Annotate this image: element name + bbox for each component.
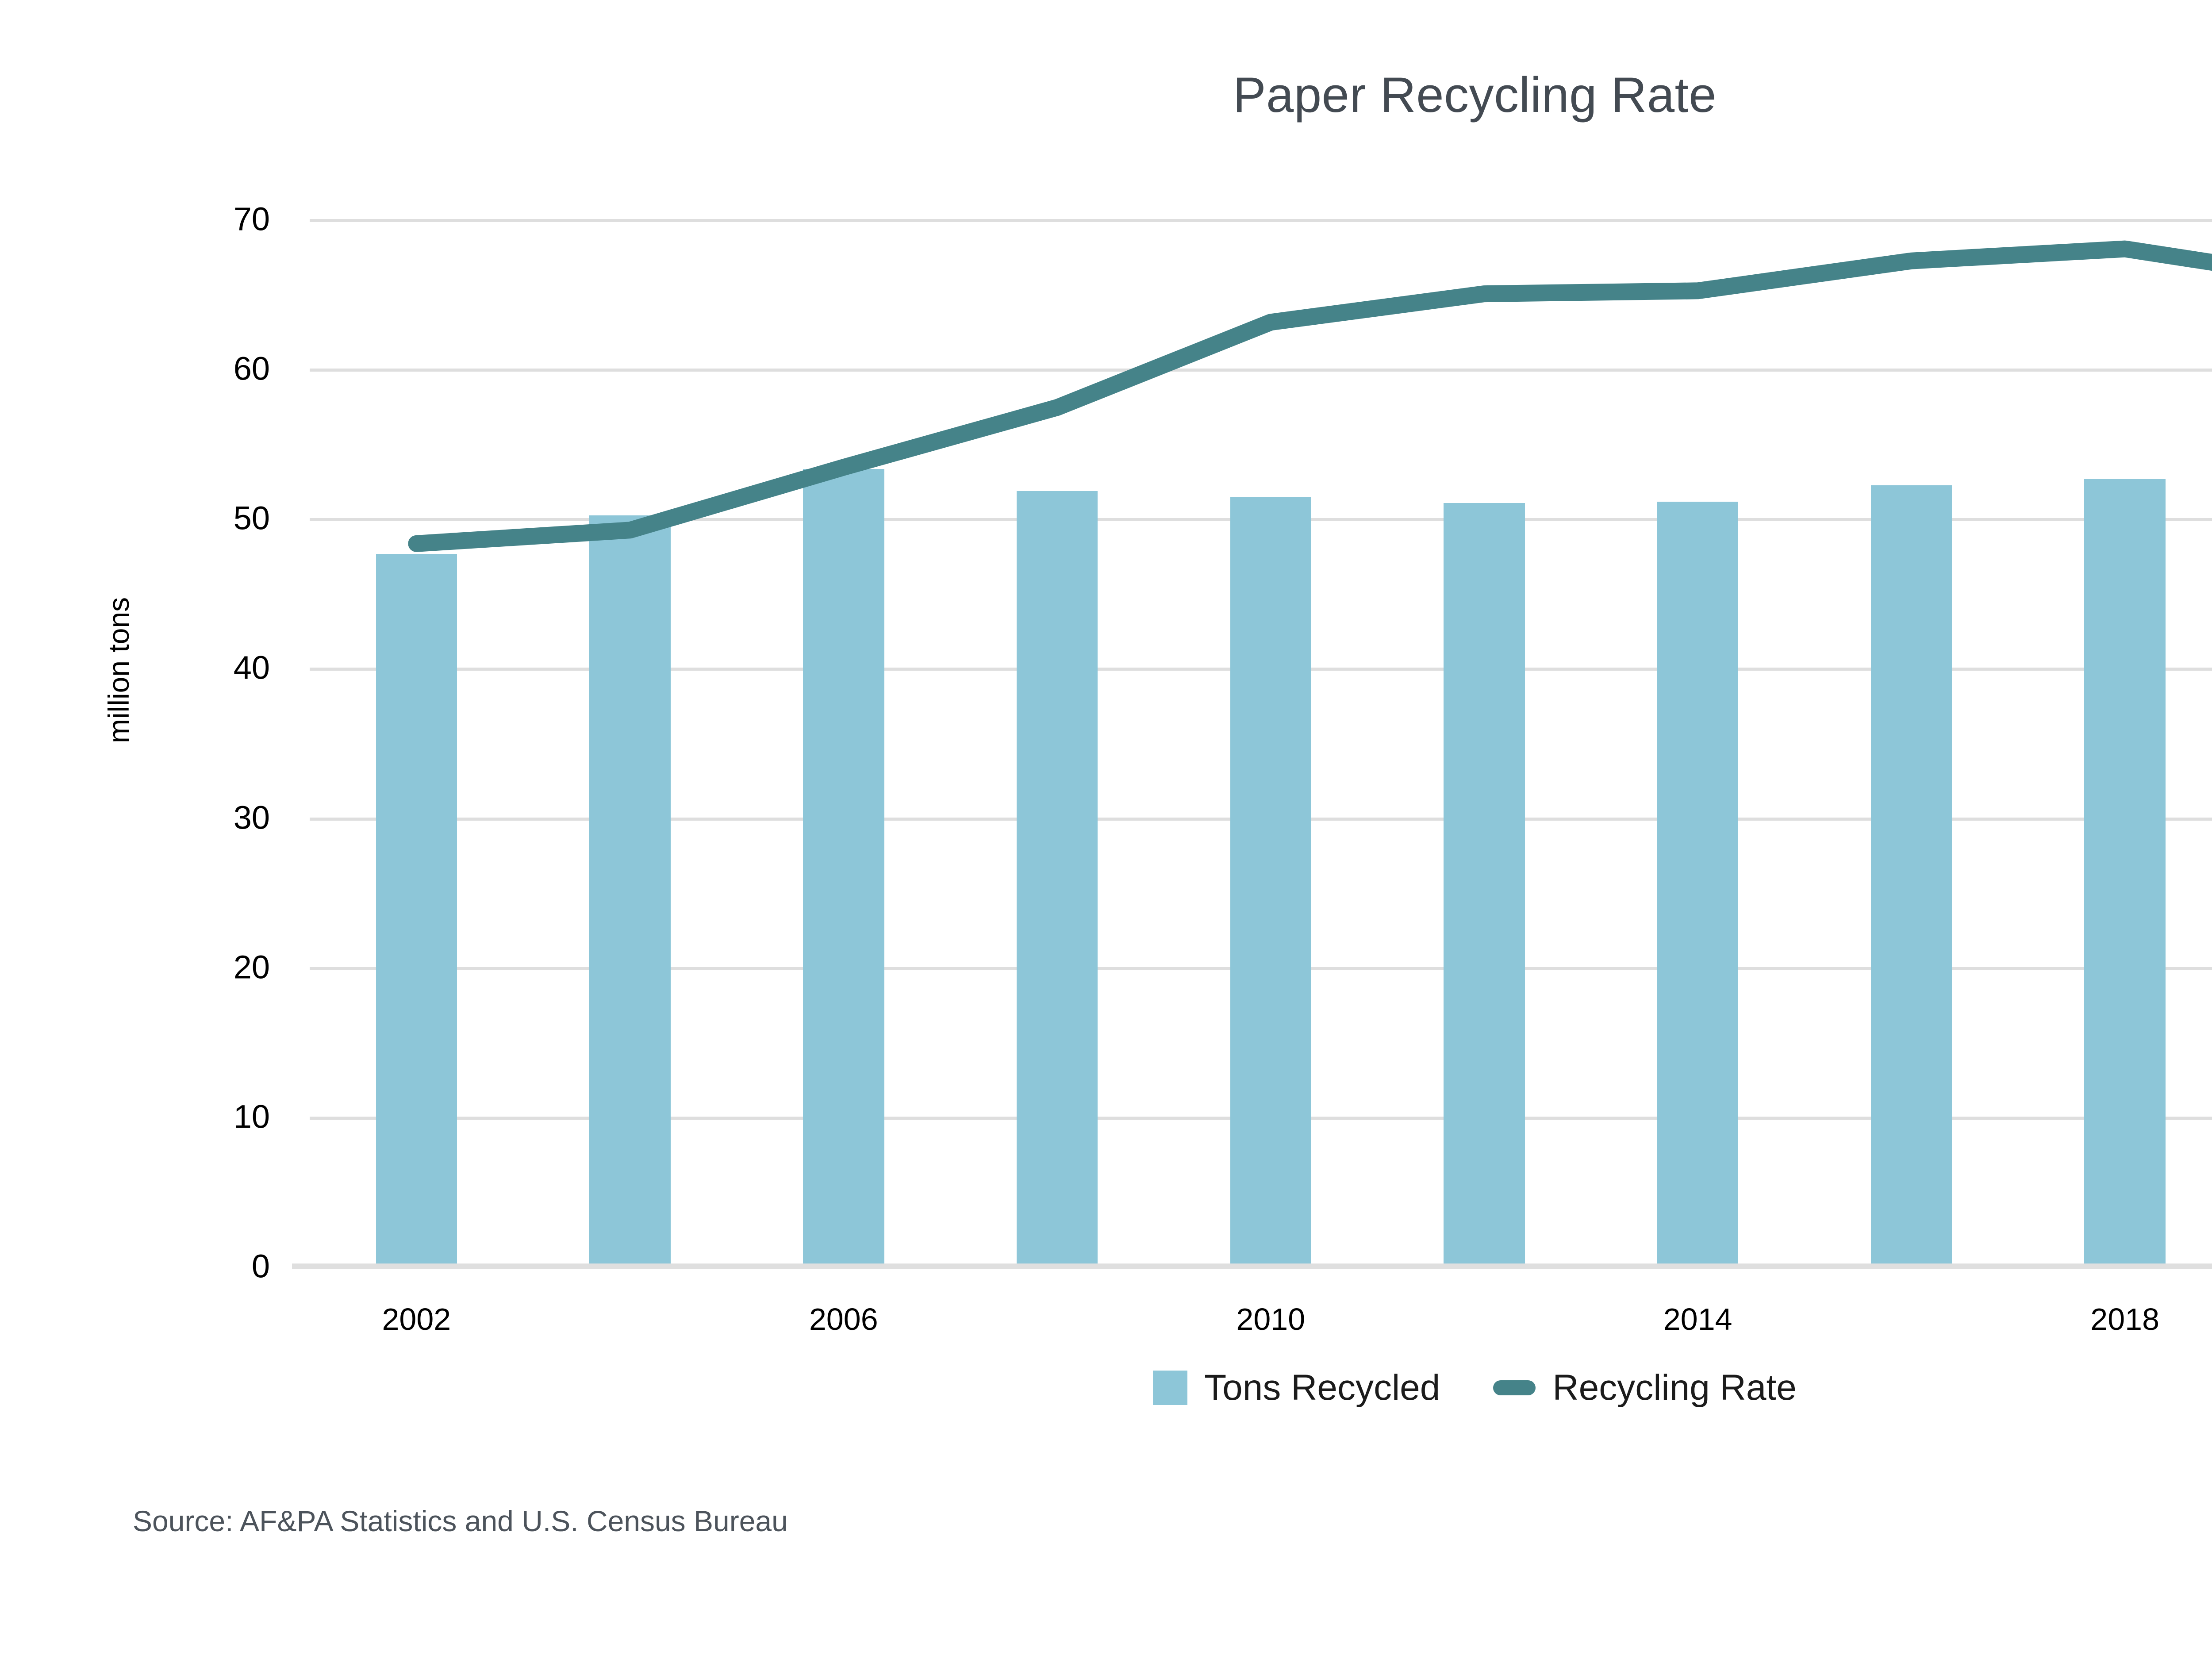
legend-label-recycling-rate: Recycling Rate [1552,1367,1797,1408]
y-tick-left-20: 20 [233,949,270,986]
y-tick-left-60: 60 [233,350,270,387]
y-tick-left-0: 0 [251,1248,270,1285]
y-tick-left-70: 70 [233,200,270,238]
line-series [408,240,2212,552]
x-tick-2014: 2014 [1663,1302,1732,1336]
bar-2014 [1657,502,1739,1266]
y-axis-left-label: million tons [102,597,135,743]
x-tick-2002: 2002 [382,1302,451,1336]
plot-area [292,219,2212,1269]
line-swatch-icon [1493,1380,1536,1395]
x-tick-2018: 2018 [2090,1302,2160,1336]
y-tick-left-10: 10 [233,1098,270,1135]
bar-2018 [2084,479,2166,1266]
bar-2016 [1870,485,1952,1266]
y-tick-left-50: 50 [233,499,270,537]
gridline-70 [310,219,2212,222]
bar-2010 [1230,497,1311,1266]
legend-item-recycling-rate[interactable]: Recycling Rate [1493,1367,1797,1409]
y-tick-left-40: 40 [233,649,270,686]
bar-2002 [376,554,457,1266]
bar-2004 [589,515,671,1266]
legend-item-tons-recycled[interactable]: Tons Recycled [1153,1367,1440,1409]
y-tick-left-30: 30 [233,799,270,836]
x-axis-baseline [292,1263,2212,1269]
source-note: Source: AF&PA Statistics and U.S. Census… [133,1505,788,1537]
x-tick-2006: 2006 [809,1302,878,1336]
x-tick-2010: 2010 [1236,1302,1306,1336]
gridline-60 [310,369,2212,372]
chart-legend: Tons Recycled Recycling Rate [0,1367,2212,1409]
legend-label-tons-recycled: Tons Recycled [1204,1367,1440,1408]
bar-2006 [803,469,884,1266]
bar-2012 [1444,503,1525,1266]
bar-swatch-icon [1153,1371,1188,1405]
bar-2008 [1016,491,1098,1266]
page-title: Paper Recycling Rate [1233,67,1717,123]
